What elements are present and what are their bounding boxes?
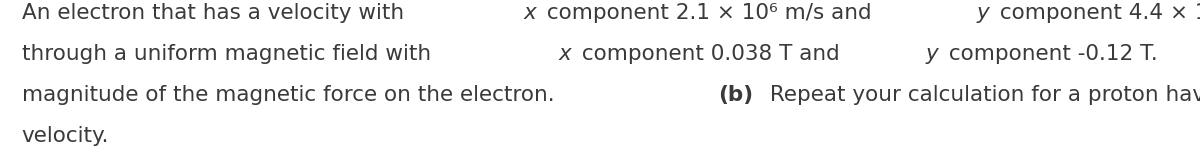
Text: x: x	[523, 3, 536, 23]
Text: component -0.12 T.: component -0.12 T.	[942, 44, 1164, 64]
Text: velocity.: velocity.	[22, 126, 109, 146]
Text: An electron that has a velocity with: An electron that has a velocity with	[22, 3, 410, 23]
Text: through a uniform magnetic field with: through a uniform magnetic field with	[22, 44, 438, 64]
Text: magnitude of the magnetic force on the electron.: magnitude of the magnetic force on the e…	[22, 85, 562, 105]
Text: y: y	[977, 3, 990, 23]
Text: x: x	[558, 44, 571, 64]
Text: (b): (b)	[718, 85, 752, 105]
Text: component 4.4 × 10⁶ m/s moves: component 4.4 × 10⁶ m/s moves	[994, 3, 1200, 23]
Text: component 2.1 × 10⁶ m/s and: component 2.1 × 10⁶ m/s and	[540, 3, 878, 23]
Text: component 0.038 T and: component 0.038 T and	[575, 44, 846, 64]
Text: y: y	[925, 44, 938, 64]
Text: Repeat your calculation for a proton having the same: Repeat your calculation for a proton hav…	[763, 85, 1200, 105]
